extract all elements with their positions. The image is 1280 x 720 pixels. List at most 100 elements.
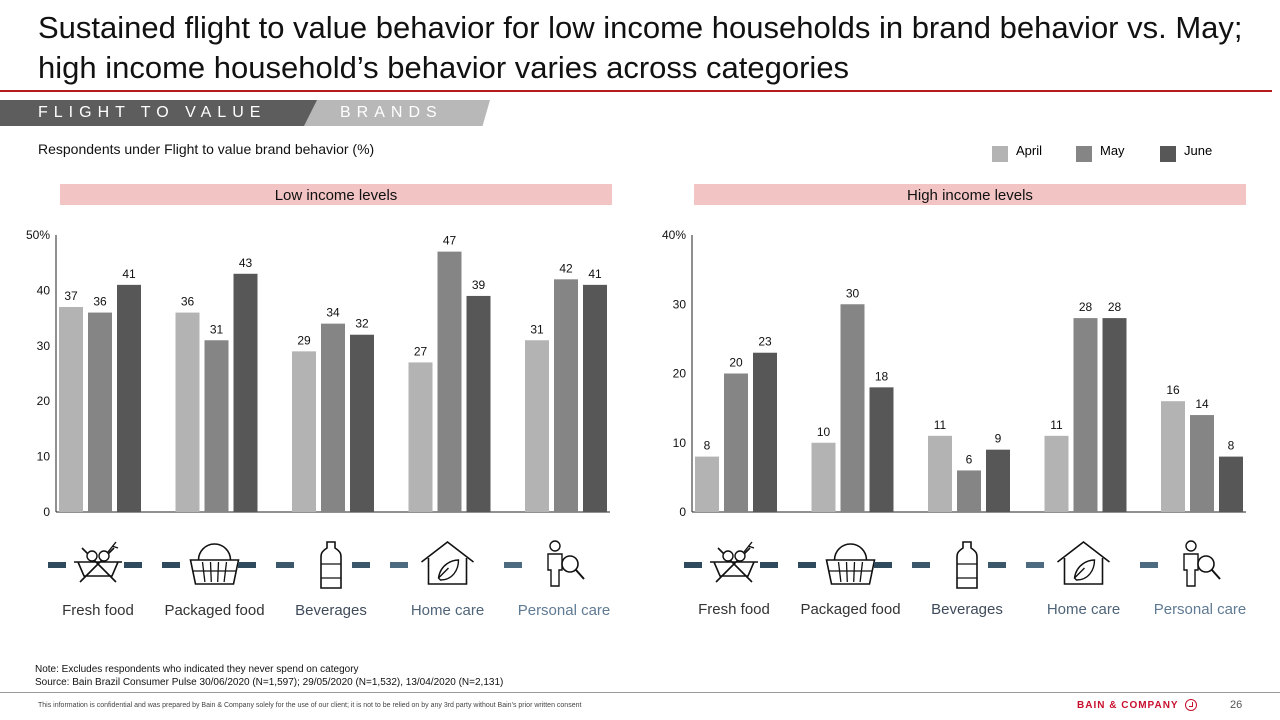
y-tick-label: 30 [37,339,51,353]
data-label: 10 [817,425,831,439]
data-label: 34 [326,306,340,320]
category-label: Personal care [518,602,611,619]
dash [1026,562,1044,568]
data-label: 37 [64,289,78,303]
bar-april-personal-care [1161,401,1185,512]
bar-charts: Low income levels 0 10 20 30 40 50% 37 36 41 Fresh… [26,184,1246,619]
y-tick-label: 30 [673,297,687,311]
bar-april-home-care [1044,435,1069,512]
data-label: 42 [559,261,573,275]
data-label: 18 [875,369,889,383]
category-label: Packaged food [800,601,900,618]
data-label: 36 [181,295,195,309]
tab-brands[interactable]: BRANDS [304,100,490,126]
category-connector-dashes [48,562,522,568]
data-label: 27 [414,344,428,358]
y-tick-label: 40 [37,283,51,297]
category-label: Home care [411,602,484,619]
chart-panel-high-income: High income levels 0 10 20 30 40% 8 20 23 Fresh f… [662,184,1246,618]
data-label: 23 [758,335,772,349]
data-label: 28 [1079,300,1093,314]
house-with-leaf-icon [1057,540,1110,585]
dash [162,562,180,568]
legend-swatch-april [992,146,1008,162]
dash [988,562,1006,568]
dash [504,562,522,568]
bar-may-home-care [1073,318,1098,512]
data-label: 31 [530,322,544,336]
footnote-source: Source: Bain Brazil Consumer Pulse 30/06… [35,677,504,688]
legend-item-may: May [1076,144,1160,162]
legend-item-june: June [1160,144,1244,162]
basket-of-produce-icon [74,541,122,583]
data-label: 6 [966,452,973,466]
category-connector-dashes [684,562,1158,568]
data-label: 32 [355,317,369,331]
bottle-icon [956,541,978,589]
bottle-icon [320,541,342,589]
shopping-basket-icon [825,543,876,585]
bain-logo: BAIN & COMPANY [1077,699,1197,711]
data-label: 8 [1228,439,1235,453]
confidentiality-notice: This information is confidential and was… [38,702,582,709]
tab-flight-to-value[interactable]: FLIGHT TO VALUE [0,100,320,126]
dash [874,562,892,568]
category-label: Personal care [1154,601,1247,618]
chart-panel-low-income: Low income levels 0 10 20 30 40 50% 37 36 41 Fresh… [26,184,612,619]
bar-april-fresh-food [695,456,719,512]
dash [798,562,816,568]
bar-april-personal-care [525,340,549,512]
bar-june-home-care [466,295,491,512]
category-label: Beverages [931,601,1003,618]
bar-april-packaged-food [175,312,200,512]
dash [760,562,778,568]
data-label: 39 [472,278,486,292]
data-label: 29 [297,333,311,347]
data-label: 36 [93,295,107,309]
category-label: Beverages [295,602,367,619]
bar-may-personal-care [1190,415,1214,512]
dash [390,562,408,568]
data-label: 8 [704,439,711,453]
dash [276,562,294,568]
person-with-magnifier-icon [1183,540,1221,587]
bar-april-packaged-food [811,442,836,512]
panel-header-bg [60,184,612,205]
dash [352,562,370,568]
legend-label-june: June [1184,143,1213,158]
bar-may-home-care [437,251,462,512]
data-label: 41 [588,267,602,281]
bar-june-personal-care [1219,456,1243,512]
y-tick-label: 10 [37,450,51,464]
bar-may-fresh-food [724,373,748,512]
legend-item-april: April [992,144,1076,162]
footer-divider [0,692,1280,693]
shopping-basket-icon [189,543,240,585]
data-label: 14 [1195,397,1209,411]
data-label: 43 [239,256,253,270]
y-tick-label: 0 [43,505,50,519]
bar-april-beverages [292,351,316,512]
logo-mark-icon [1184,699,1197,711]
chart-legend: April May June [992,144,1244,162]
panel-title: High income levels [907,187,1033,204]
footnote-note: Note: Excludes respondents who indicated… [35,664,359,675]
bar-may-fresh-food [88,312,112,512]
bar-may-packaged-food [204,340,229,512]
legend-swatch-june [1160,146,1176,162]
category-label: Home care [1047,601,1120,618]
bar-june-packaged-food [233,273,258,512]
data-label: 31 [210,322,224,336]
y-tick-label: 20 [37,394,51,408]
person-with-magnifier-icon [547,540,585,587]
bar-may-packaged-food [840,304,865,512]
y-tick-label: 40% [662,228,686,242]
data-label: 47 [443,234,457,248]
data-label: 11 [934,418,947,432]
bar-june-fresh-food [753,352,777,512]
legend-label-may: May [1100,143,1125,158]
legend-swatch-may [1076,146,1092,162]
y-tick-label: 20 [673,367,687,381]
bar-may-beverages [957,470,981,512]
dash [912,562,930,568]
